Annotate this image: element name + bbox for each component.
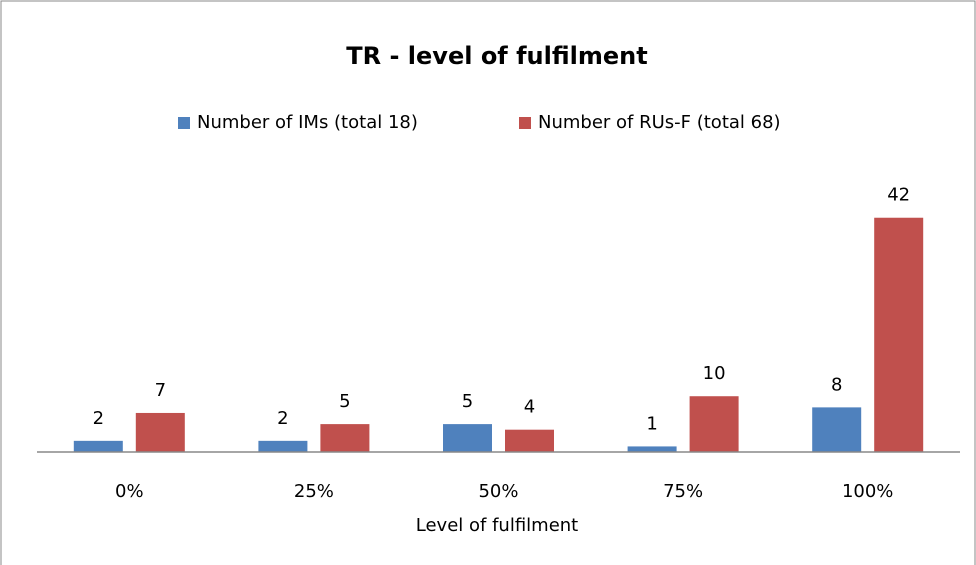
bar (258, 440, 308, 452)
bar (689, 396, 739, 452)
data-label: 1 (646, 413, 657, 434)
data-label: 7 (155, 380, 166, 401)
data-label: 5 (339, 391, 350, 412)
bar (73, 440, 123, 452)
bar (505, 429, 554, 452)
bar (320, 424, 370, 452)
chart-title: TR - level of fulfilment (346, 42, 647, 70)
x-tick-label: 100% (842, 481, 893, 502)
bar (135, 412, 185, 452)
x-tick-label: 25% (294, 481, 334, 502)
x-tick-label: 75% (663, 481, 703, 502)
data-label: 2 (277, 408, 288, 429)
legend-label: Number of RUs-F (total 68) (538, 112, 781, 133)
bar (812, 407, 862, 452)
bar (627, 446, 677, 452)
bar (443, 424, 492, 452)
bar (874, 217, 924, 452)
x-axis-title: Level of fulfilment (416, 515, 578, 536)
data-label: 2 (93, 408, 104, 429)
legend-swatch (519, 117, 531, 129)
data-label: 4 (524, 397, 535, 418)
data-label: 10 (703, 363, 726, 384)
data-label: 5 (462, 391, 473, 412)
data-label: 42 (887, 185, 910, 206)
legend-label: Number of IMs (total 18) (197, 112, 418, 133)
legend-swatch (178, 117, 190, 129)
x-tick-label: 0% (115, 481, 144, 502)
data-label: 8 (831, 374, 842, 395)
x-tick-label: 50% (478, 481, 518, 502)
